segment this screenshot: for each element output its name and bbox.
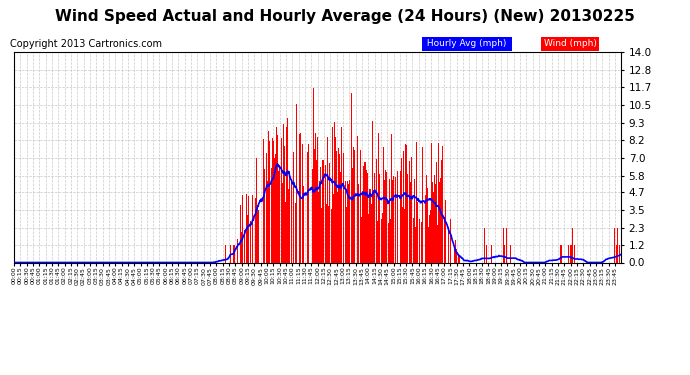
- Text: Wind (mph): Wind (mph): [544, 39, 597, 48]
- Text: Hourly Avg (mph): Hourly Avg (mph): [424, 39, 510, 48]
- Text: Wind Speed Actual and Hourly Average (24 Hours) (New) 20130225: Wind Speed Actual and Hourly Average (24…: [55, 9, 635, 24]
- Text: Copyright 2013 Cartronics.com: Copyright 2013 Cartronics.com: [10, 39, 162, 50]
